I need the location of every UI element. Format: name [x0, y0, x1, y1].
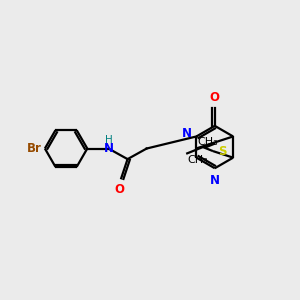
Text: S: S: [218, 145, 226, 158]
Text: Br: Br: [26, 142, 41, 155]
Text: CH₃: CH₃: [197, 137, 218, 147]
Text: N: N: [210, 174, 220, 187]
Text: CH₃: CH₃: [188, 155, 208, 165]
Text: N: N: [103, 142, 113, 155]
Text: H: H: [105, 135, 112, 145]
Text: O: O: [115, 183, 125, 196]
Text: O: O: [210, 91, 220, 104]
Text: N: N: [182, 127, 192, 140]
